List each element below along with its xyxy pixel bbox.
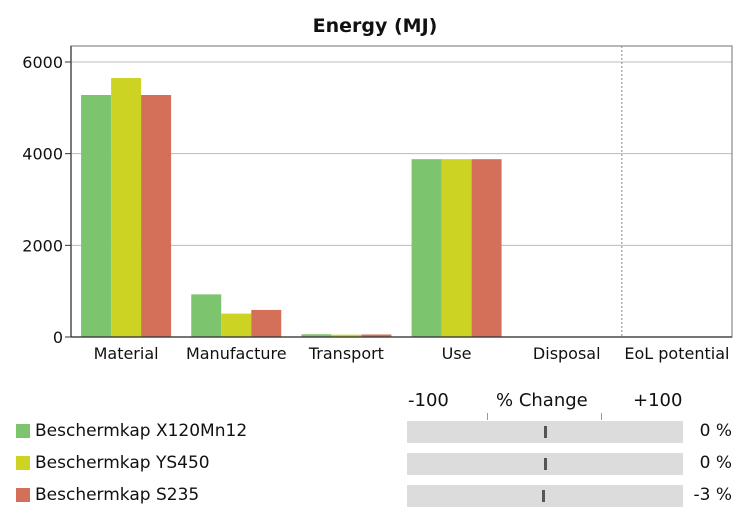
axes: 0 2000 4000 6000 Material Manufacture Transpor… xyxy=(22,45,733,363)
legend-swatch xyxy=(16,424,30,438)
change-scale-title: % Change xyxy=(496,390,588,411)
x-tick-label: Transport xyxy=(308,344,384,363)
bar xyxy=(331,334,362,337)
legend-label: Beschermkap X120Mn12 xyxy=(35,421,248,441)
change-marker xyxy=(544,426,547,438)
change-value: 0 % xyxy=(699,453,732,473)
legend-item: Beschermkap X120Mn12 xyxy=(16,420,247,442)
bar xyxy=(411,159,442,337)
change-marker xyxy=(541,490,545,502)
legend-swatch xyxy=(16,488,30,502)
bar xyxy=(221,313,252,337)
bar xyxy=(301,334,332,337)
change-value: 0 % xyxy=(699,421,732,441)
change-scale-max: +100 xyxy=(633,390,683,411)
y-tick-label: 4000 xyxy=(22,145,63,164)
change-bar xyxy=(407,485,683,507)
bar xyxy=(141,95,172,337)
bar xyxy=(191,294,222,337)
legend-item: Beschermkap YS450 xyxy=(16,452,210,474)
energy-chart: Energy (MJ) 0 2000 4000 6000 Material Manufac… xyxy=(22,15,733,363)
legend-label: Beschermkap S235 xyxy=(35,485,200,505)
change-marker xyxy=(544,458,547,470)
bar xyxy=(251,309,282,337)
change-scale-tick xyxy=(601,413,602,420)
bar xyxy=(441,159,472,337)
legend-swatch xyxy=(16,456,30,470)
x-tick-label: Disposal xyxy=(533,344,601,363)
change-scale-tick xyxy=(487,413,488,420)
x-tick-label: Use xyxy=(442,344,472,363)
bars xyxy=(81,78,502,338)
bar xyxy=(81,95,112,337)
legend-item: Beschermkap S235 xyxy=(16,484,199,506)
y-tick-label: 6000 xyxy=(22,53,63,72)
x-tick-label: EoL potential xyxy=(624,344,729,363)
y-tick-label: 0 xyxy=(53,328,63,347)
change-bar xyxy=(407,421,683,443)
bar xyxy=(471,159,502,337)
change-scale-min: -100 xyxy=(408,390,449,411)
change-value: -3 % xyxy=(693,485,732,505)
bar xyxy=(361,334,392,337)
y-tick-label: 2000 xyxy=(22,236,63,255)
change-bar xyxy=(407,453,683,475)
x-tick-label: Material xyxy=(94,344,159,363)
chart-title: Energy (MJ) xyxy=(313,15,438,37)
x-tick-label: Manufacture xyxy=(186,344,287,363)
gridlines xyxy=(71,46,732,337)
legend-label: Beschermkap YS450 xyxy=(35,453,210,473)
bar xyxy=(111,78,142,338)
